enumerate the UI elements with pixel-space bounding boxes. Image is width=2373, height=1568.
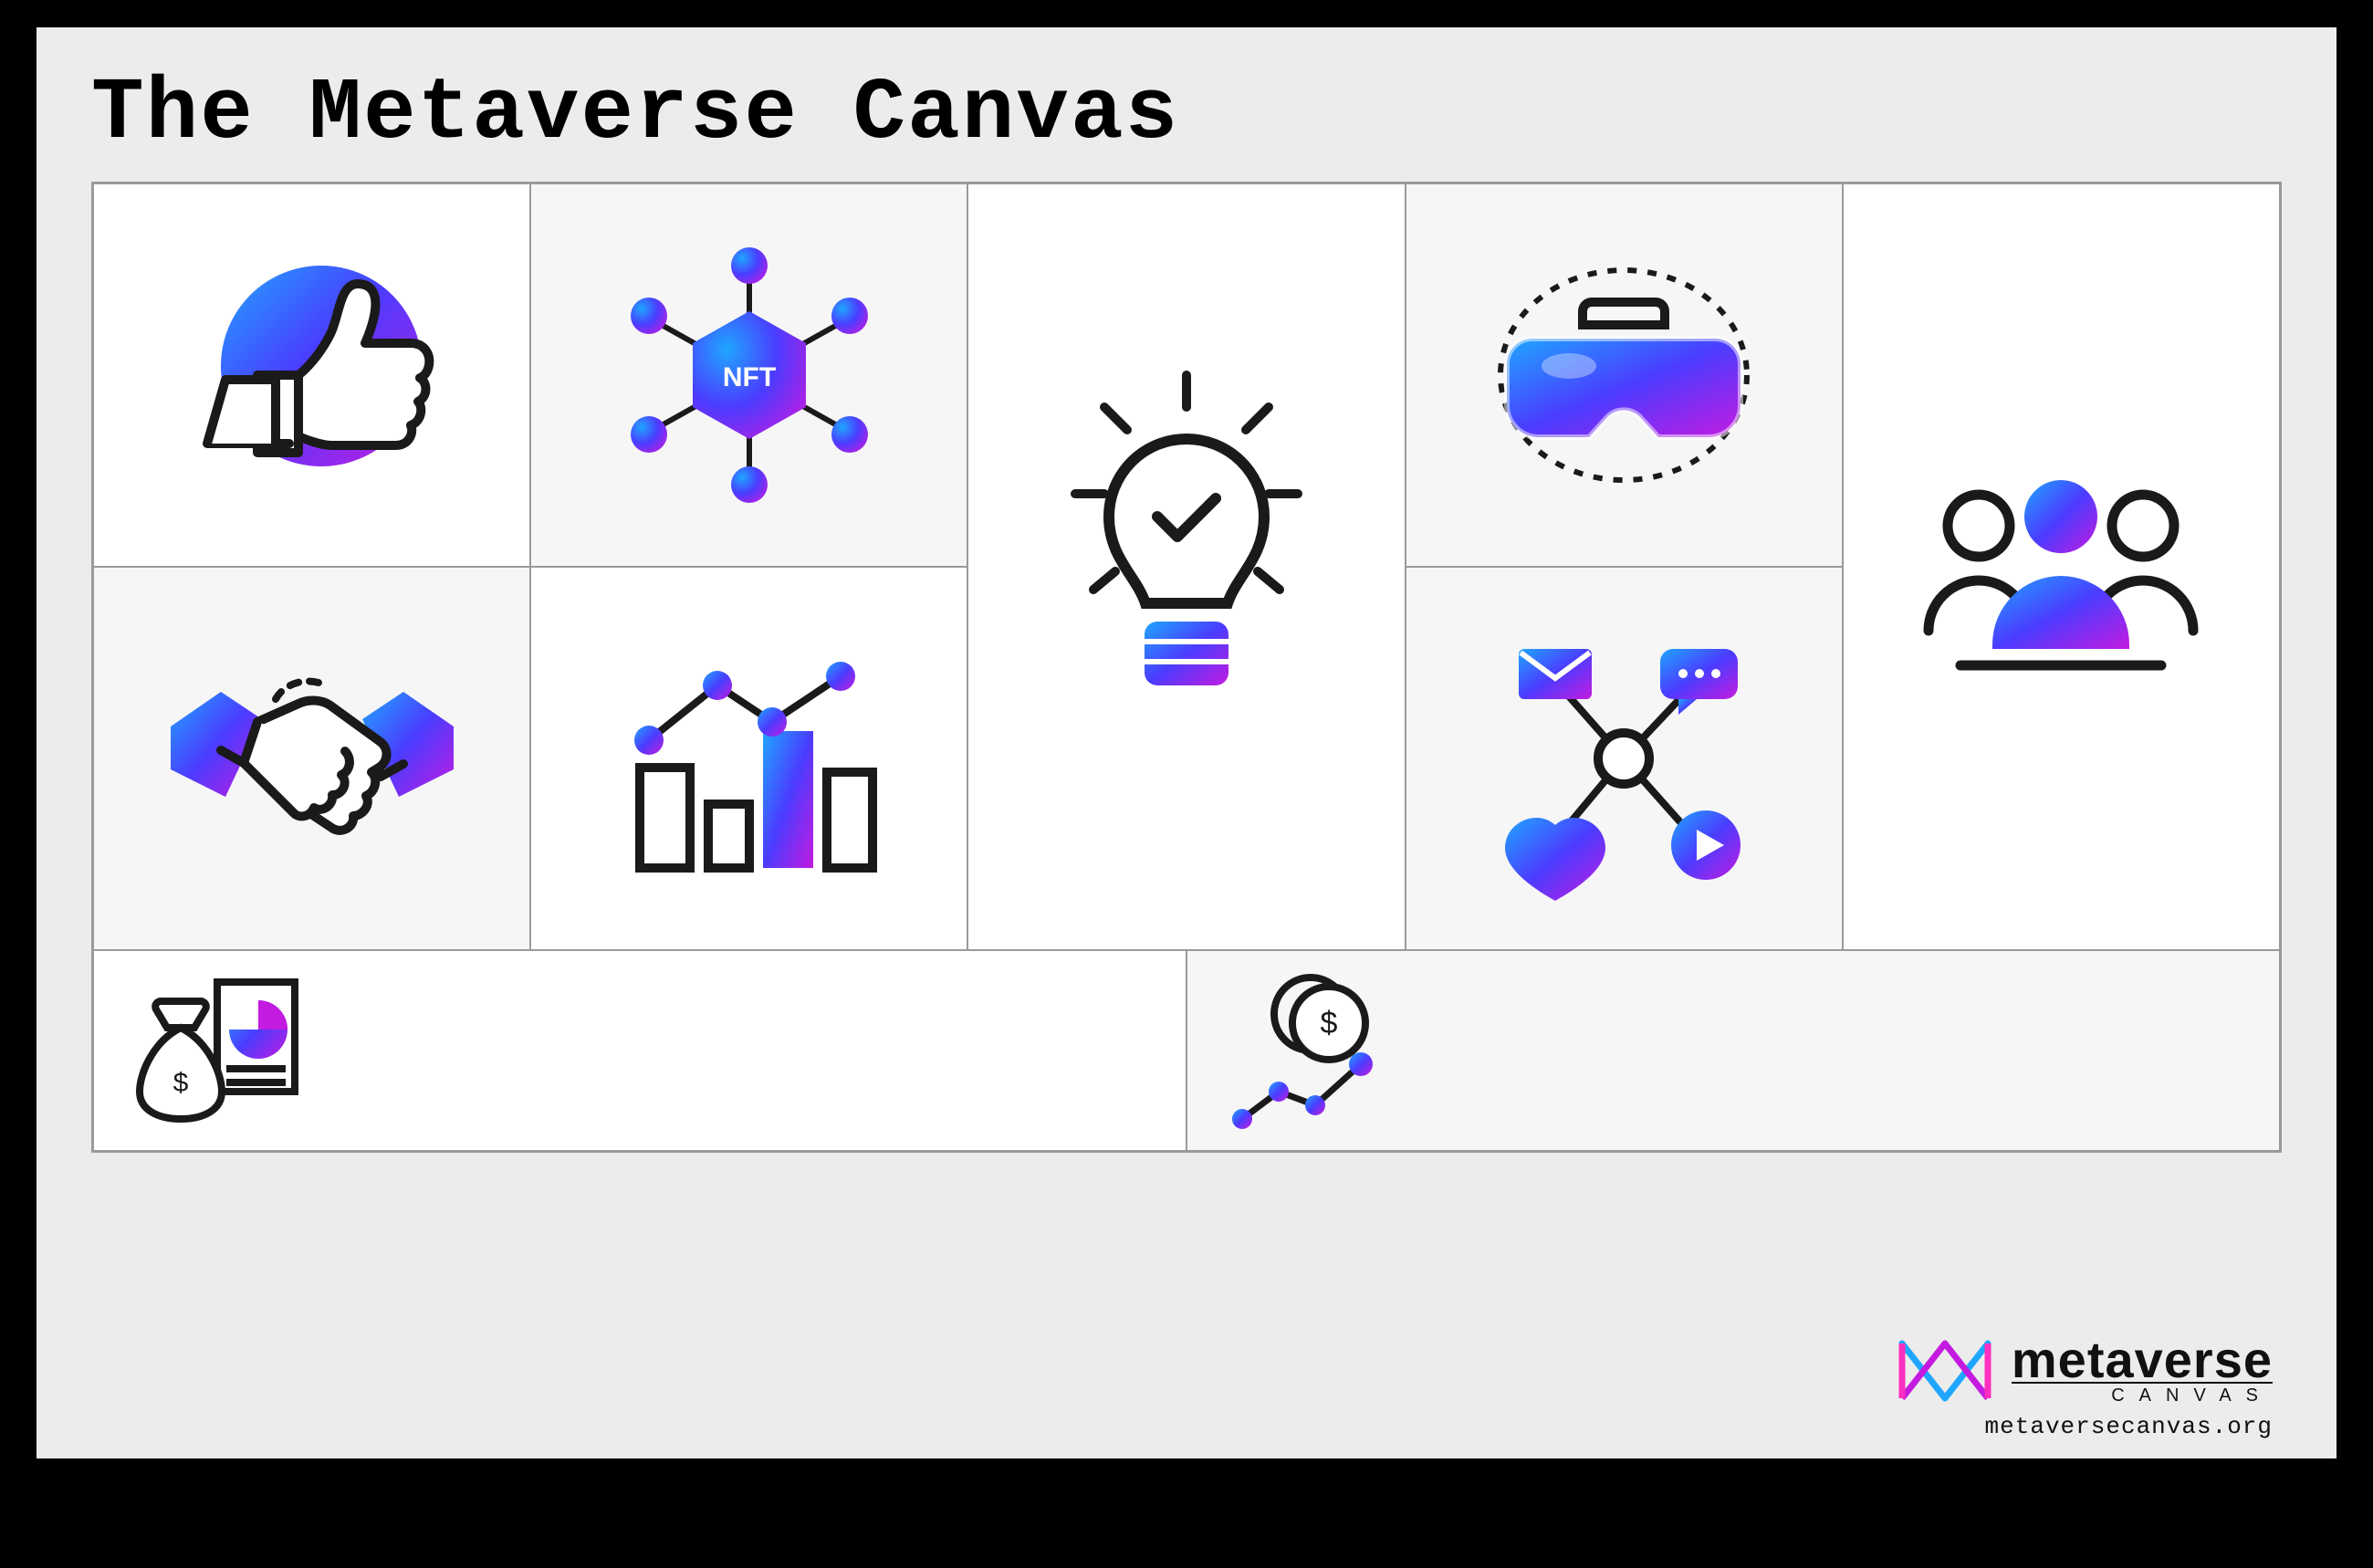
page-title: The Metaverse Canvas	[91, 64, 2282, 163]
cell-revenue-streams: $	[1186, 950, 2280, 1151]
svg-text:$: $	[1321, 1006, 1338, 1040]
cell-customer-relationships	[1406, 183, 1843, 567]
metaverse-canvas-grid: NFT	[91, 182, 2282, 1153]
lightbulb-check-icon	[1050, 357, 1323, 777]
nft-label: NFT	[723, 362, 776, 392]
cell-channels	[530, 567, 967, 950]
svg-text:$: $	[173, 1068, 189, 1098]
handshake-icon	[157, 640, 467, 877]
revenue-streams-icon: $	[1224, 964, 1406, 1137]
brand-logo-icon	[1895, 1334, 1995, 1407]
cell-key-partners	[93, 183, 530, 567]
cell-customer-segments	[1843, 183, 2280, 950]
social-channels-icon	[1478, 612, 1770, 904]
thumbs-up-icon	[175, 238, 449, 512]
cell-key-resources	[93, 567, 530, 950]
brand-name: metaverse	[2012, 1335, 2273, 1384]
nft-network-icon: NFT	[603, 229, 895, 521]
brand-url: metaversecanvas.org	[1895, 1413, 2273, 1440]
people-group-icon	[1906, 430, 2216, 704]
cell-distribution	[1406, 567, 1843, 950]
cell-cost-structure: $	[93, 950, 1186, 1151]
brand-footer: metaverse CANVAS metaversecanvas.org	[1895, 1334, 2273, 1440]
cell-value-proposition	[967, 183, 1405, 950]
cell-key-activities: NFT	[530, 183, 967, 567]
cost-structure-icon: $	[131, 964, 313, 1137]
analytics-chart-icon	[603, 622, 895, 895]
vr-headset-icon	[1478, 238, 1770, 512]
